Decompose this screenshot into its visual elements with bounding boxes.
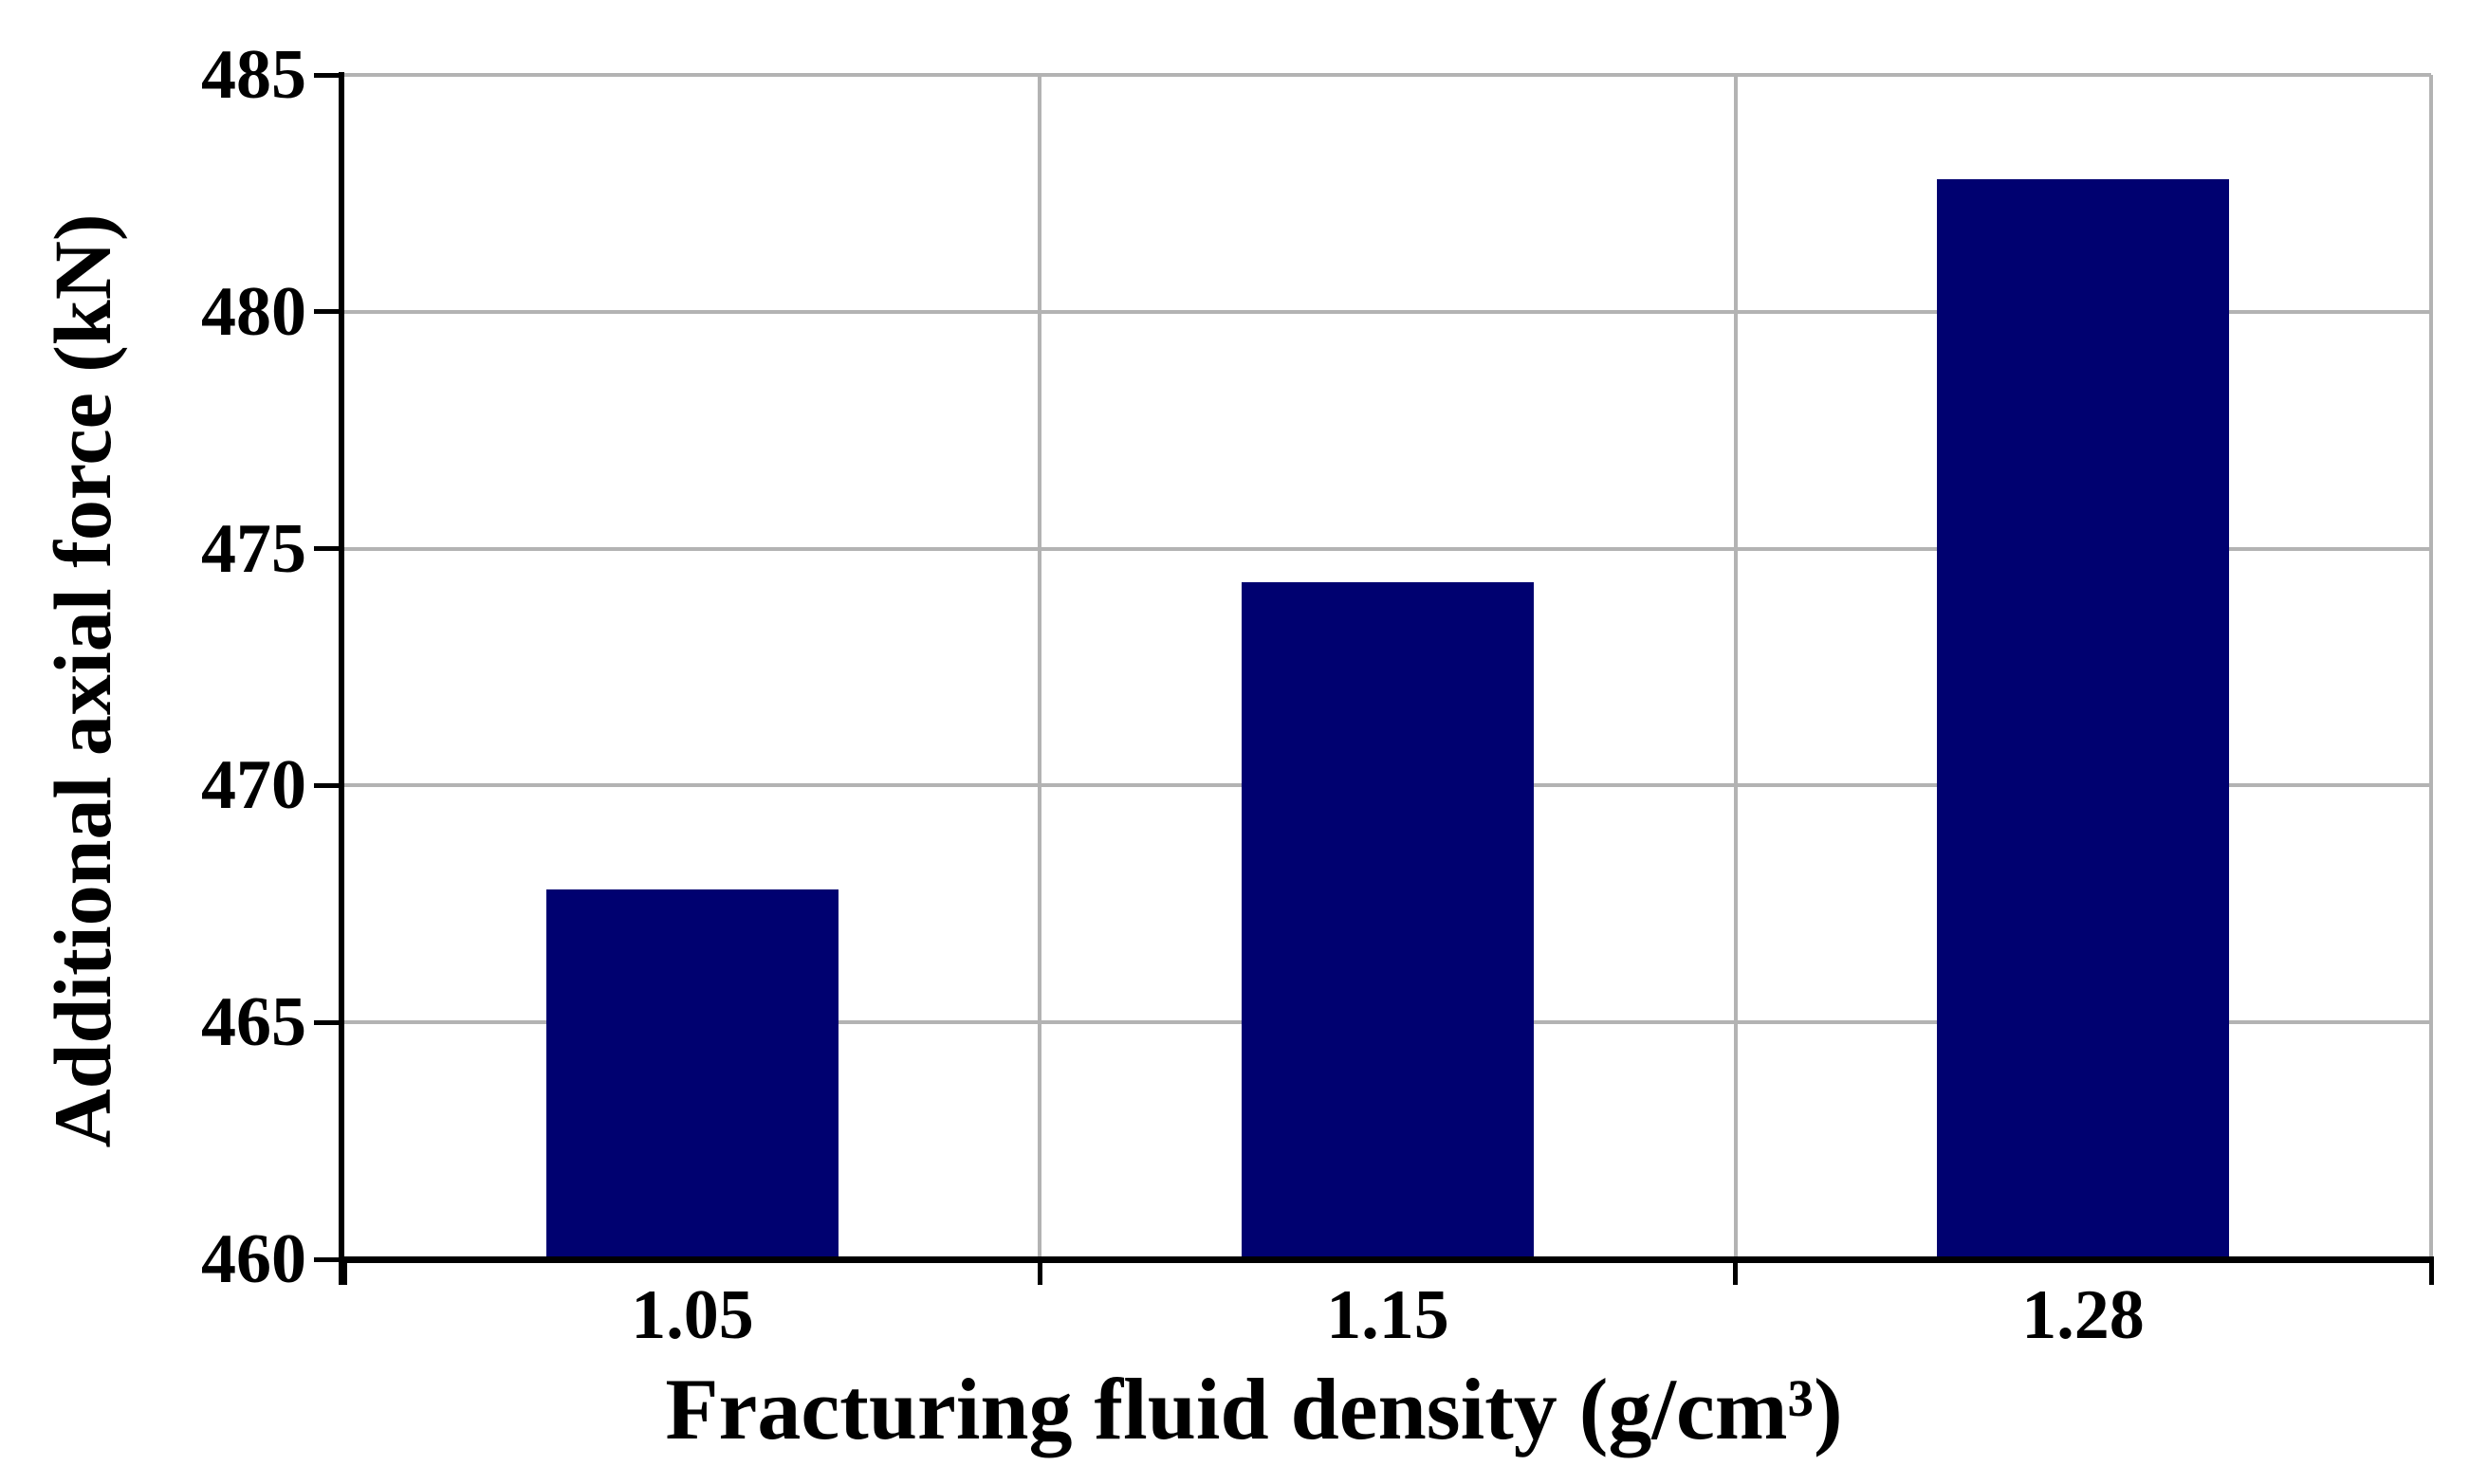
bar (1242, 582, 1534, 1259)
y-tick-label: 485 (201, 36, 306, 114)
y-tick-mark (314, 309, 344, 315)
y-tick-mark (314, 782, 344, 788)
x-tick-mark (1037, 1259, 1042, 1285)
y-axis-line (339, 72, 344, 1285)
y-tick-mark (314, 546, 344, 552)
y-tick-label: 465 (201, 983, 306, 1062)
y-tick-label: 480 (201, 272, 306, 351)
gridline-horizontal (344, 73, 2431, 77)
gridline-horizontal (344, 309, 2431, 314)
y-tick-label: 470 (201, 746, 306, 825)
y-tick-label: 475 (201, 509, 306, 588)
gridline-vertical (1733, 75, 1738, 1259)
gridline-vertical (2429, 75, 2433, 1259)
y-tick-label: 460 (201, 1220, 306, 1298)
x-tick-label: 1.05 (631, 1276, 754, 1354)
y-tick-mark (314, 1019, 344, 1025)
x-tick-label: 1.28 (2021, 1276, 2145, 1354)
gridline-horizontal (344, 546, 2431, 551)
y-tick-mark (314, 72, 344, 78)
x-axis-title: Fracturing fluid density (g/cm³) (665, 1361, 1843, 1457)
x-tick-mark (341, 1259, 347, 1285)
x-tick-label: 1.15 (1326, 1276, 1449, 1354)
bar (1937, 179, 2229, 1259)
y-tick-mark (314, 1256, 344, 1262)
bar (546, 889, 839, 1259)
x-tick-mark (1733, 1259, 1739, 1285)
x-tick-mark (2428, 1259, 2434, 1285)
x-axis-line (339, 1256, 2434, 1263)
gridline-vertical (1038, 75, 1042, 1259)
